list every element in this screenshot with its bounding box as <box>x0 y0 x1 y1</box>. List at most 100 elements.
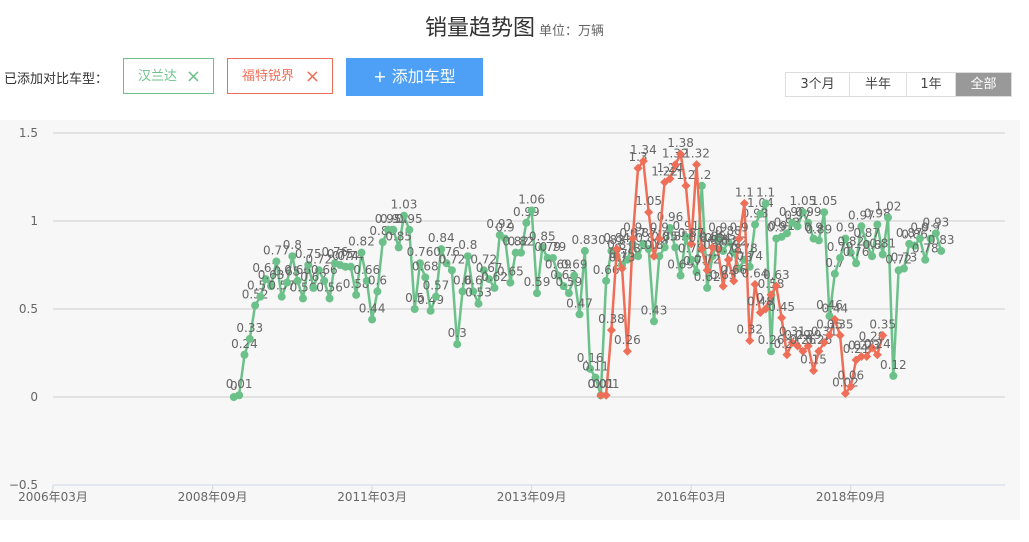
data-point <box>852 259 861 268</box>
data-label: 0.95 <box>396 212 423 226</box>
data-point <box>298 294 307 303</box>
data-point <box>655 252 664 261</box>
data-point <box>575 310 584 319</box>
close-icon[interactable]: × <box>185 66 201 87</box>
chart-area: 1.5 1 0.5 0 −0.5 2006年03月 2008年09月 2011年03月 2013… <box>0 120 1020 520</box>
data-point <box>686 239 696 249</box>
data-label: 0.9 <box>910 221 929 235</box>
data-label: 0.95 <box>375 212 402 226</box>
data-label: 0.67 <box>252 261 279 275</box>
chart-title: 销量趋势图 <box>424 16 535 41</box>
tag-label: 福特锐界 <box>242 69 295 84</box>
data-point <box>357 248 366 257</box>
data-label: 0.6 <box>464 273 483 287</box>
data-label: 0.16 <box>577 351 604 365</box>
data-label: 0.97 <box>848 208 875 222</box>
data-label: 0.29 <box>795 328 822 342</box>
data-point <box>644 207 654 217</box>
data-label: 0.65 <box>497 265 524 279</box>
data-label: 0.89 <box>805 222 832 236</box>
data-label: 0.99 <box>779 205 806 219</box>
data-label: 0.9 <box>804 221 823 235</box>
data-point <box>660 243 669 252</box>
data-label: 0.59 <box>556 275 583 289</box>
data-label: 0.35 <box>869 317 896 331</box>
data-label: 0.45 <box>768 300 795 314</box>
data-point <box>777 313 787 323</box>
data-label: 0.62 <box>694 270 721 284</box>
data-label: 0.43 <box>641 303 668 317</box>
range-1-year[interactable]: 1年 <box>907 73 956 96</box>
data-label: 0.44 <box>821 302 848 316</box>
data-point <box>692 268 701 277</box>
data-label: 1.34 <box>630 143 657 157</box>
data-label: 0.46 <box>816 298 843 312</box>
data-point <box>474 299 483 308</box>
data-point <box>415 259 424 268</box>
data-point <box>873 220 882 229</box>
data-label: 0.69 <box>561 258 588 272</box>
data-point <box>723 255 733 265</box>
data-point <box>490 283 499 292</box>
data-point <box>761 199 770 208</box>
data-point <box>889 371 898 380</box>
add-model-button[interactable]: + 添加车型 <box>346 58 483 96</box>
data-point <box>665 174 675 184</box>
data-point <box>261 275 270 284</box>
series-line <box>233 184 943 399</box>
data-point <box>841 234 850 243</box>
chart-header: 销量趋势图 单位：万辆 <box>0 10 1029 42</box>
data-label: 0.66 <box>593 263 620 277</box>
data-label: 0.53 <box>465 286 492 300</box>
data-point <box>283 278 292 287</box>
data-label: 1.22 <box>651 164 678 178</box>
range-half-year[interactable]: 半年 <box>850 73 907 96</box>
data-label: 0.96 <box>657 210 684 224</box>
data-label: 0.63 <box>710 268 737 282</box>
data-point <box>851 355 861 365</box>
data-point <box>824 330 834 340</box>
data-label: 0.84 <box>635 231 662 245</box>
data-label: 0.85 <box>385 229 412 243</box>
data-point <box>868 252 877 261</box>
data-point <box>421 273 430 282</box>
data-label: 0.82 <box>837 235 864 249</box>
data-point <box>251 301 260 310</box>
close-icon[interactable]: × <box>304 66 320 87</box>
data-label: 0.72 <box>439 252 466 266</box>
x-tick-label: 2018年09月 <box>816 490 886 504</box>
y-tick-label: 0.5 <box>19 302 38 316</box>
data-label: 0.93 <box>923 215 950 229</box>
data-point <box>373 287 382 296</box>
data-label: 0.8 <box>283 238 302 252</box>
data-label: 0.38 <box>598 312 625 326</box>
data-point <box>867 343 877 353</box>
data-point <box>782 229 791 238</box>
data-point <box>548 253 557 262</box>
data-label: 0.24 <box>864 337 891 351</box>
data-point <box>921 255 930 264</box>
data-point <box>729 248 738 257</box>
data-label: 0.84 <box>428 231 455 245</box>
data-label: 0.9 <box>730 221 749 235</box>
data-point <box>644 245 653 254</box>
data-point <box>931 229 940 238</box>
data-label: 0.59 <box>524 275 551 289</box>
data-point <box>937 246 946 255</box>
compare-label: 已添加对比车型： <box>4 72 109 87</box>
x-tick-label: 2016年03月 <box>656 490 726 504</box>
range-3-months[interactable]: 3个月 <box>786 73 850 96</box>
data-label: 0.8 <box>862 238 881 252</box>
data-label: 0.83 <box>571 233 598 247</box>
range-all[interactable]: 全部 <box>956 73 1011 96</box>
data-point <box>586 364 595 373</box>
data-label: 0.84 <box>688 231 715 245</box>
data-point <box>368 315 377 324</box>
data-point <box>293 276 302 285</box>
data-label: 0.79 <box>540 240 567 254</box>
data-point <box>288 252 297 261</box>
data-point <box>697 244 707 254</box>
data-point <box>453 340 462 349</box>
data-point <box>676 149 686 159</box>
data-label: 0.9 <box>708 221 727 235</box>
